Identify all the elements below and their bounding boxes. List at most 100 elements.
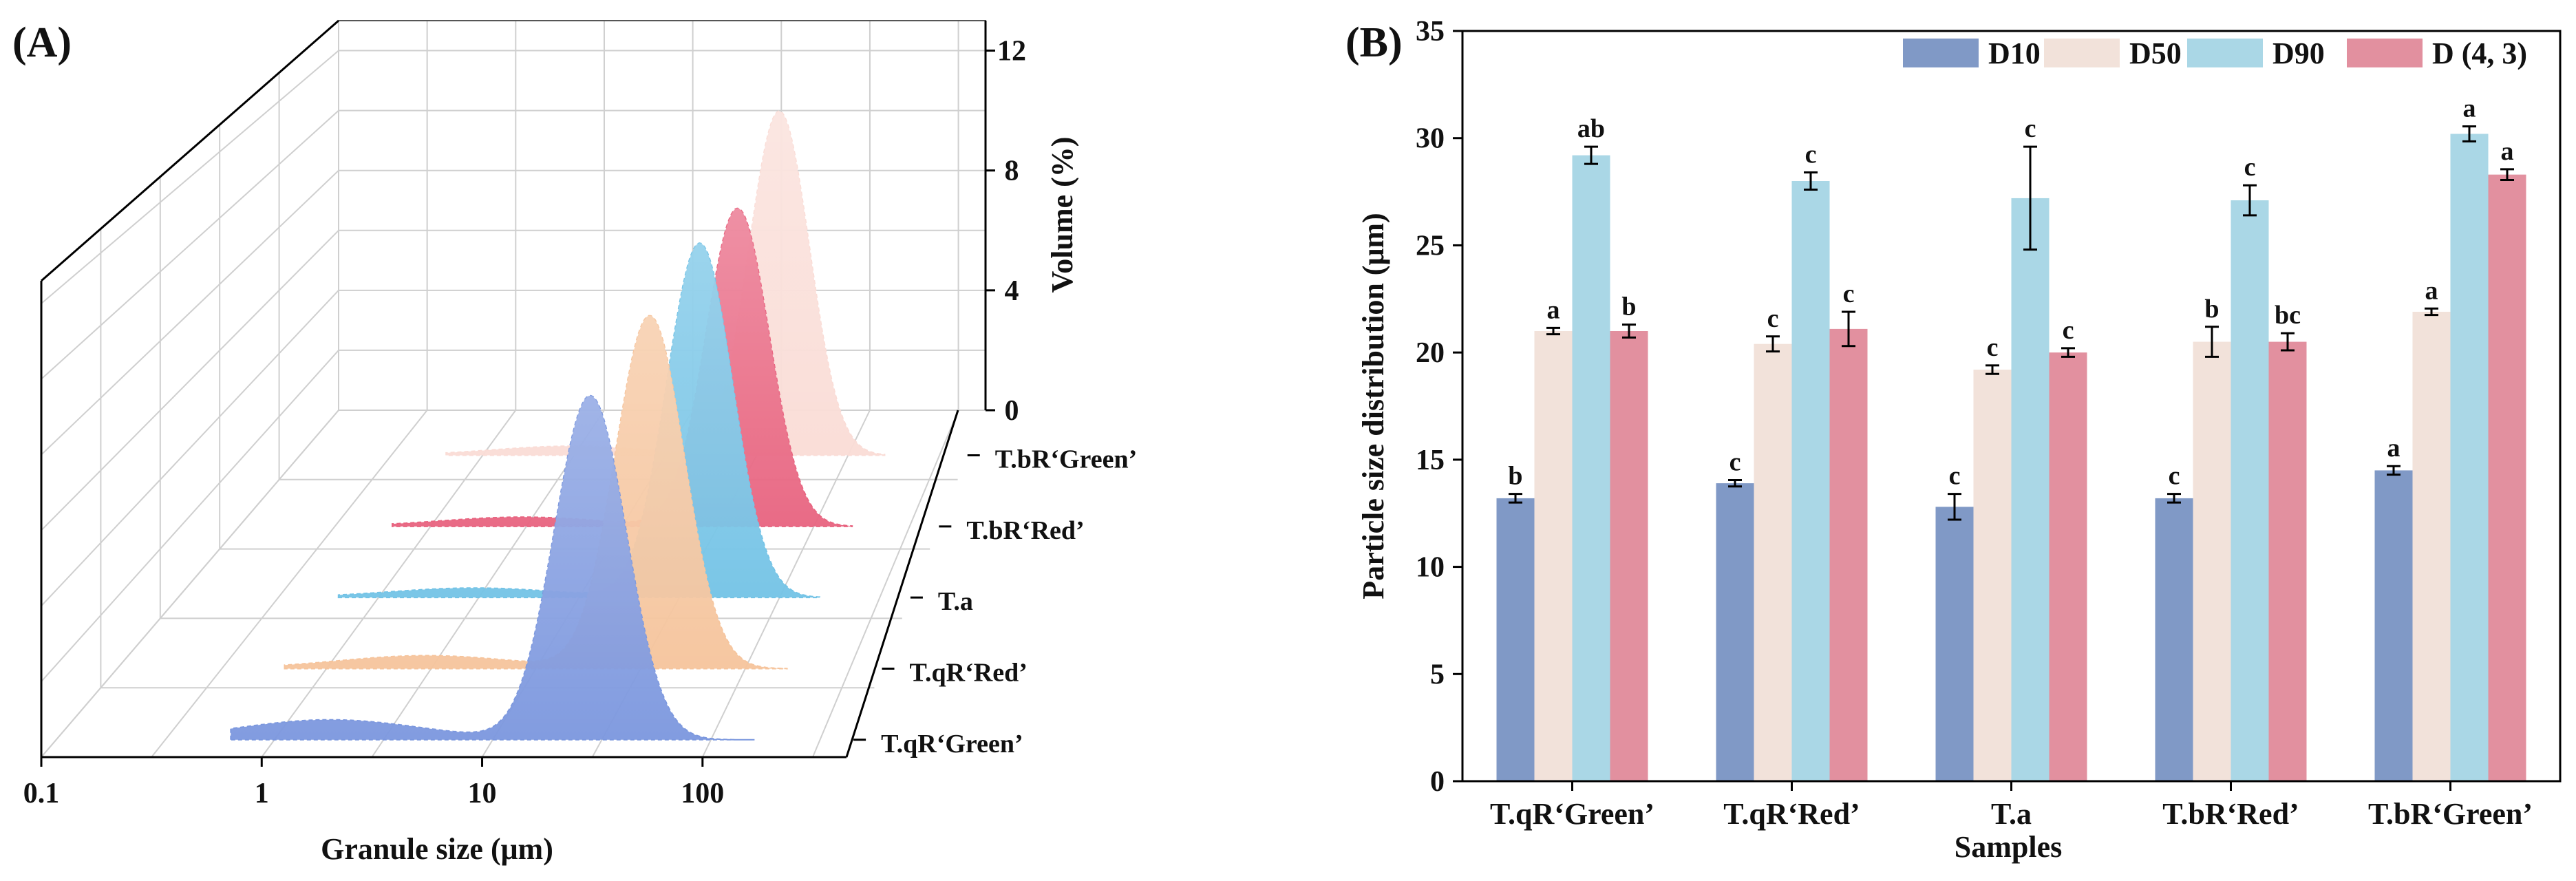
bar-D10: [2155, 498, 2193, 781]
significance-letter: a: [2425, 276, 2438, 305]
significance-letter: b: [1508, 462, 1522, 491]
significance-letter: c: [2244, 153, 2256, 182]
left-grid-h: [41, 109, 339, 380]
bar-D10: [1935, 507, 1974, 781]
bar-D10: [1496, 498, 1535, 781]
y-tick-labels: 0 5 10 15 20 25 30 35: [1416, 16, 1462, 798]
z-tick-label: 12: [997, 36, 1026, 67]
bar-D90: [2011, 198, 2050, 781]
panel-a-3d-distribution: (A) 0.1 1 10 100 0 4 8 12 T.qR‘Green’ T.qR‘Red’…: [12, 19, 1137, 866]
z-tick-label: 8: [1005, 156, 1019, 187]
sample-label: T.qR‘Green’: [881, 730, 1023, 758]
significance-letter: b: [1621, 293, 1636, 321]
floor-grid-x: [151, 410, 428, 758]
significance-letter: c: [1843, 279, 1855, 308]
significance-letter: bc: [2275, 301, 2301, 330]
y-axis-title: Particle size distribution (μm): [1356, 213, 1390, 599]
x-tick-label: 10: [468, 778, 497, 809]
z-tick-labels: 0 4 8 12: [986, 36, 1026, 427]
bar-D50: [1754, 343, 1792, 782]
x-axis-title: Samples: [1955, 830, 2062, 864]
panel-a-axes: [40, 19, 987, 758]
bar-D90: [1572, 155, 1610, 782]
significance-letter: a: [2501, 137, 2514, 166]
left-grid-h: [41, 230, 339, 531]
y-tick-label: 25: [1416, 230, 1445, 262]
significance-letter: c: [2063, 316, 2074, 345]
z-axis-title: Volume (%): [1045, 137, 1079, 293]
significance-letter: a: [1547, 295, 1560, 324]
category-labels: T.qR‘Green’ T.qR‘Red’ T.a T.bR‘Red’ T.bR‘Gre…: [1490, 781, 2533, 831]
panel-b-label: (B): [1345, 19, 1403, 66]
significance-letter: c: [1987, 333, 1999, 362]
depth-axis-line: [845, 410, 959, 758]
x-tick-label: 100: [681, 778, 724, 809]
x-tick-label: 1: [255, 778, 269, 809]
bar-D50: [1973, 370, 2012, 781]
legend-label: D90: [2272, 36, 2325, 70]
significance-letter: a: [2463, 94, 2476, 123]
legend-label: D50: [2129, 36, 2182, 70]
y-tick-label: 15: [1416, 445, 1445, 476]
floor-grid-x: [701, 410, 871, 758]
category-label: T.a: [1991, 797, 2032, 831]
distribution-shade-1: [284, 315, 787, 669]
left-wall: [41, 21, 339, 758]
left-grid-h: [41, 290, 339, 607]
bar-D90: [2231, 200, 2269, 781]
floor-grid-x: [812, 410, 959, 758]
x-axis-title: Granule size (μm): [321, 832, 553, 866]
significance-letter: c: [1805, 140, 1817, 169]
top-edge-line: [41, 19, 339, 282]
significance-letter: a: [2387, 434, 2401, 463]
legend-label: D (4, 3): [2432, 36, 2527, 70]
legend-swatch-D50: [2044, 39, 2120, 67]
y-tick-label: 35: [1416, 16, 1445, 47]
significance-letter: ab: [1577, 114, 1605, 143]
category-label: T.qR‘Green’: [1490, 797, 1654, 831]
distribution-shade-0: [231, 395, 755, 740]
bar-D (4, 3): [2049, 352, 2087, 781]
z-tick-label: 0: [1005, 395, 1019, 427]
bar-D (4, 3): [2268, 341, 2307, 782]
bar-D (4, 3): [1829, 328, 1868, 781]
significance-letter: c: [1767, 304, 1779, 333]
significance-letter: c: [2025, 114, 2036, 143]
z-tick-label: 4: [1005, 275, 1019, 307]
y-tick-label: 10: [1416, 552, 1445, 584]
distribution-curves: [230, 110, 886, 741]
left-grid-h: [41, 350, 339, 682]
sample-label: T.bR‘Red’: [966, 516, 1084, 545]
left-grid-h: [41, 169, 339, 456]
bar-D90: [1791, 181, 1830, 781]
bar-D90: [2450, 134, 2489, 781]
distribution-shade-2: [338, 243, 820, 598]
bar-D50: [2193, 341, 2231, 782]
sample-label: T.bR‘Green’: [995, 445, 1138, 474]
sample-labels: T.qR‘Green’ T.qR‘Red’ T.a T.bR‘Red’ T.bR‘Gre…: [853, 445, 1137, 758]
legend: D10 D50 D90 D (4, 3): [1903, 36, 2527, 70]
significance-letter: c: [1729, 447, 1741, 476]
panel-a-label: (A): [12, 19, 72, 66]
left-grid-h: [41, 50, 339, 304]
y-tick-label: 20: [1416, 337, 1445, 369]
sample-label: T.a: [938, 587, 973, 616]
bar-D10: [2374, 470, 2413, 781]
legend-label: D10: [1988, 36, 2041, 70]
significance-letter: c: [1949, 462, 1961, 491]
x-tick-labels: 0.1 1 10 100: [23, 757, 724, 809]
significance-letter: b: [2204, 295, 2219, 323]
bar-D50: [1534, 331, 1573, 781]
bar-D50: [2412, 311, 2451, 781]
y-tick-label: 0: [1430, 766, 1445, 798]
sample-label: T.qR‘Red’: [910, 658, 1028, 687]
category-label: T.bR‘Green’: [2368, 797, 2533, 831]
category-label: T.qR‘Red’: [1723, 797, 1860, 831]
floor-grid-x: [41, 410, 339, 758]
x-tick-label: 0.1: [23, 778, 60, 809]
category-label: T.bR‘Red’: [2162, 797, 2299, 831]
bar-D (4, 3): [2488, 174, 2526, 781]
